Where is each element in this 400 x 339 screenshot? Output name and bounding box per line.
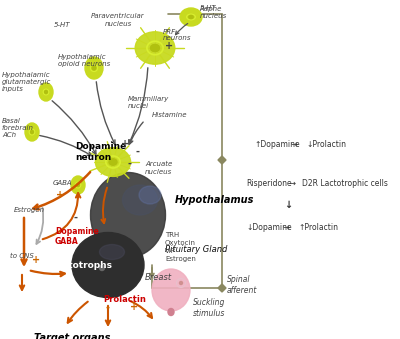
Text: +: +: [130, 302, 138, 312]
Ellipse shape: [180, 281, 182, 284]
Ellipse shape: [85, 57, 103, 79]
Text: -: -: [128, 159, 132, 169]
Ellipse shape: [189, 16, 193, 19]
Text: ↑Prolactin: ↑Prolactin: [298, 223, 338, 232]
Text: Hypothalamic
opioid neurons: Hypothalamic opioid neurons: [58, 54, 110, 66]
Text: +: +: [121, 139, 129, 149]
Ellipse shape: [30, 131, 34, 134]
Text: D2R Lactotrophic cells: D2R Lactotrophic cells: [302, 179, 388, 187]
Ellipse shape: [100, 244, 124, 259]
Ellipse shape: [96, 147, 130, 176]
Text: Hypothalamic
glutamatergic
inputs: Hypothalamic glutamatergic inputs: [2, 72, 51, 92]
Text: to CNS: to CNS: [10, 253, 34, 259]
Text: Oxytocin: Oxytocin: [165, 240, 196, 246]
Text: -: -: [73, 213, 77, 223]
Text: Suckling
stimulus: Suckling stimulus: [193, 298, 225, 318]
Text: Hypothalamus: Hypothalamus: [175, 195, 254, 205]
Text: Paraventricular
nucleus: Paraventricular nucleus: [91, 14, 145, 26]
Text: TRH: TRH: [165, 232, 179, 238]
Text: 5-HT: 5-HT: [54, 22, 70, 28]
Ellipse shape: [92, 66, 96, 70]
Text: →: →: [282, 223, 290, 232]
Text: -: -: [106, 303, 110, 313]
Ellipse shape: [122, 185, 158, 215]
Text: Pituitary Gland: Pituitary Gland: [165, 245, 227, 255]
Text: +: +: [165, 41, 173, 51]
Text: Basal
forebrain
ACh: Basal forebrain ACh: [2, 118, 34, 138]
Text: Arcuate
nucleus: Arcuate nucleus: [145, 161, 172, 175]
Ellipse shape: [25, 123, 39, 141]
Text: PRF
neurons: PRF neurons: [163, 28, 192, 41]
Text: →: →: [288, 179, 296, 187]
Text: Lactotrophs: Lactotrophs: [52, 260, 112, 270]
Ellipse shape: [139, 186, 161, 204]
Ellipse shape: [109, 159, 117, 165]
Ellipse shape: [71, 176, 85, 194]
Ellipse shape: [90, 173, 166, 258]
Text: Estrogen: Estrogen: [14, 207, 45, 213]
Text: Raphe
nucleus: Raphe nucleus: [200, 5, 227, 19]
Text: Estrogen: Estrogen: [165, 256, 196, 262]
Ellipse shape: [135, 32, 175, 64]
Text: Breast: Breast: [145, 273, 172, 281]
Text: Dopamine
neuron: Dopamine neuron: [75, 142, 126, 162]
Text: VIP: VIP: [165, 248, 176, 254]
Text: ↓Dopamine: ↓Dopamine: [246, 223, 292, 232]
Ellipse shape: [39, 83, 53, 101]
Text: Target organs: Target organs: [34, 333, 110, 339]
Ellipse shape: [45, 91, 48, 94]
Text: Spinal
afferent: Spinal afferent: [227, 275, 257, 295]
Ellipse shape: [152, 269, 190, 311]
Text: →: →: [290, 140, 298, 148]
Polygon shape: [218, 284, 226, 292]
Text: Histamine: Histamine: [152, 112, 188, 118]
Ellipse shape: [77, 183, 79, 186]
Ellipse shape: [150, 44, 160, 52]
Text: GABA: GABA: [53, 180, 73, 186]
Ellipse shape: [72, 233, 144, 298]
Ellipse shape: [100, 265, 104, 271]
Text: Risperidone: Risperidone: [246, 179, 292, 187]
Text: +: +: [32, 255, 40, 265]
Text: -: -: [136, 147, 140, 157]
Text: GABA: GABA: [55, 237, 79, 245]
Text: ↓Prolactin: ↓Prolactin: [306, 140, 346, 148]
Text: ↑Dopamine: ↑Dopamine: [254, 140, 300, 148]
Text: +: +: [56, 190, 64, 200]
Text: Prolactin: Prolactin: [103, 296, 146, 304]
Polygon shape: [218, 156, 226, 164]
Text: 5-HT: 5-HT: [200, 5, 216, 11]
Ellipse shape: [168, 308, 174, 316]
Text: ↓: ↓: [284, 200, 292, 210]
Text: Mammillary
nuclei: Mammillary nuclei: [128, 96, 169, 108]
Ellipse shape: [180, 8, 202, 26]
Text: Dopamine: Dopamine: [55, 227, 99, 237]
